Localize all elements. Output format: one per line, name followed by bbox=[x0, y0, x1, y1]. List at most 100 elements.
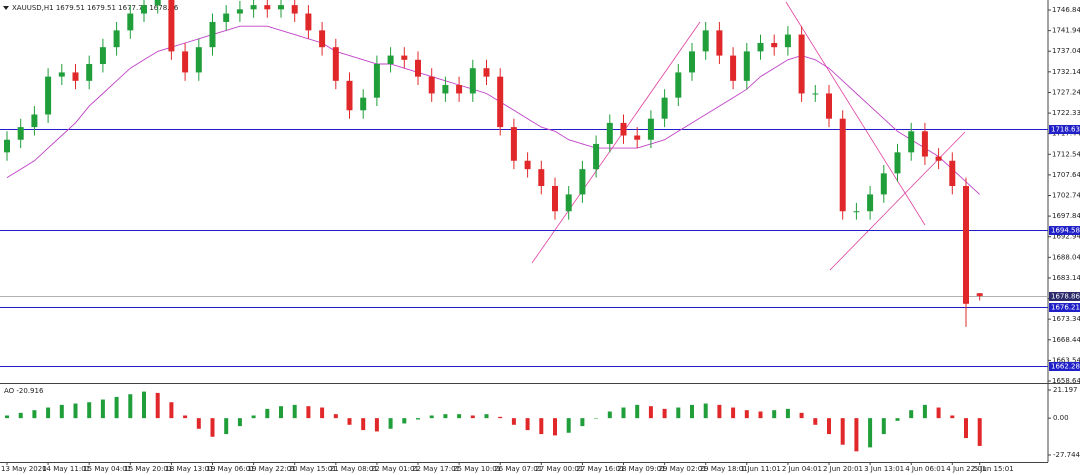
ao-bar bbox=[498, 416, 503, 419]
candle-body bbox=[360, 97, 367, 111]
ao-bar bbox=[237, 418, 242, 427]
ao-bar bbox=[621, 407, 626, 419]
candle-body bbox=[58, 72, 65, 77]
candle-body bbox=[716, 30, 723, 56]
candle-body bbox=[784, 34, 791, 48]
ao-bar bbox=[690, 404, 694, 419]
ao-bar bbox=[279, 406, 283, 419]
ao-bar bbox=[374, 418, 379, 432]
x-tick-label: 4 Jun 22:01 bbox=[946, 465, 986, 473]
level-label: 1694.58 bbox=[1051, 227, 1080, 235]
candle-body bbox=[291, 5, 298, 14]
candle-body bbox=[415, 59, 421, 77]
x-tick-label: 1 Jun 11:01 bbox=[741, 465, 781, 473]
x-tick-label: 21 May 08:01 bbox=[330, 465, 378, 473]
x-tick-label: 13 May 2020 bbox=[1, 465, 47, 473]
ao-bar bbox=[183, 415, 188, 419]
ao-bar bbox=[457, 414, 462, 419]
y-tick-label: 1663.54 bbox=[1052, 356, 1080, 364]
ao-bar bbox=[128, 394, 133, 419]
trendline bbox=[531, 21, 701, 264]
candle-body bbox=[86, 64, 93, 81]
candle-body bbox=[113, 30, 120, 48]
ao-bar bbox=[46, 407, 51, 419]
candle-body bbox=[524, 160, 531, 170]
candle-body bbox=[743, 51, 750, 81]
candle-body bbox=[675, 72, 682, 98]
ao-bar bbox=[964, 418, 968, 439]
x-tick-label: 2 Jun 04:01 bbox=[782, 465, 822, 473]
candle-body bbox=[812, 93, 819, 95]
x-tick-label: 5 Jun 15:01 bbox=[974, 465, 1014, 473]
candle-body bbox=[976, 293, 983, 296]
indicator-label: AO -20.916 bbox=[4, 387, 44, 395]
menu-icon[interactable] bbox=[3, 6, 9, 10]
ao-bar bbox=[470, 415, 475, 419]
candle-body bbox=[647, 118, 654, 140]
candle-body bbox=[278, 5, 284, 10]
candle-body bbox=[771, 42, 778, 48]
x-tick-label: 15 May 04:01 bbox=[83, 465, 131, 473]
ao-bar bbox=[5, 415, 9, 419]
y-tick-label: 1732.14 bbox=[1052, 68, 1080, 76]
ao-bar bbox=[840, 418, 845, 445]
ao-bar bbox=[594, 418, 599, 419]
candle-body bbox=[921, 131, 928, 157]
candle-body bbox=[963, 185, 969, 304]
x-tick-label: 26 May 07:01 bbox=[494, 465, 542, 473]
ao-bar bbox=[210, 418, 215, 437]
ao-bar bbox=[388, 418, 393, 429]
ao-bar bbox=[813, 418, 818, 425]
ao-bar bbox=[772, 410, 777, 419]
candle-body bbox=[606, 122, 613, 144]
x-tick-label: 14 May 11:01 bbox=[42, 465, 90, 473]
candle-body bbox=[209, 21, 216, 48]
candle-body bbox=[908, 131, 915, 153]
ao-bar bbox=[73, 403, 78, 419]
ao-bar bbox=[881, 418, 886, 435]
candle-body bbox=[154, 0, 161, 6]
candle-body bbox=[949, 160, 956, 186]
ao-y-tick-label: 0.00 bbox=[1053, 414, 1069, 422]
level-label: 1676.21 bbox=[1051, 304, 1080, 312]
y-tick-label: 1727.24 bbox=[1052, 88, 1080, 96]
ao-bar bbox=[224, 418, 229, 435]
candle-body bbox=[141, 5, 147, 14]
y-tick-label: 1741.94 bbox=[1052, 27, 1080, 35]
ao-bar bbox=[607, 411, 612, 419]
last-price-label: 1678.86 bbox=[1051, 293, 1080, 301]
level-label: 1718.63 bbox=[1051, 126, 1080, 134]
ao-bar bbox=[799, 412, 804, 419]
candle-body bbox=[17, 127, 24, 140]
candle-body bbox=[250, 5, 257, 10]
candle-body bbox=[305, 13, 312, 31]
ao-bar bbox=[402, 418, 407, 424]
ao-bar bbox=[87, 402, 92, 419]
candle-body bbox=[497, 76, 504, 128]
ao-bar bbox=[731, 407, 736, 419]
candle-body bbox=[168, 0, 175, 52]
candle-body bbox=[620, 122, 627, 136]
ao-bar bbox=[155, 392, 160, 419]
ao-bar bbox=[347, 418, 352, 425]
candle-body bbox=[195, 47, 202, 73]
x-tick-label: 28 May 09:01 bbox=[618, 465, 666, 473]
level-label: 1662.28 bbox=[1051, 363, 1080, 371]
x-tick-label: 2 Jun 20:01 bbox=[823, 465, 863, 473]
candle-body bbox=[264, 5, 271, 10]
ao-bar bbox=[265, 408, 270, 419]
candle-body bbox=[469, 68, 476, 94]
x-tick-label: 22 May 17:01 bbox=[412, 465, 460, 473]
candle-body bbox=[401, 55, 408, 60]
trendline bbox=[785, 1, 926, 226]
y-tick-label: 1658.64 bbox=[1052, 377, 1080, 385]
candle-body bbox=[565, 194, 572, 212]
ao-bar bbox=[868, 418, 873, 448]
candle-body bbox=[31, 114, 38, 128]
candle-body bbox=[4, 139, 10, 153]
ao-bar bbox=[100, 399, 105, 419]
candle-body bbox=[634, 135, 641, 140]
candle-body bbox=[538, 169, 545, 186]
candle-body bbox=[935, 156, 942, 161]
